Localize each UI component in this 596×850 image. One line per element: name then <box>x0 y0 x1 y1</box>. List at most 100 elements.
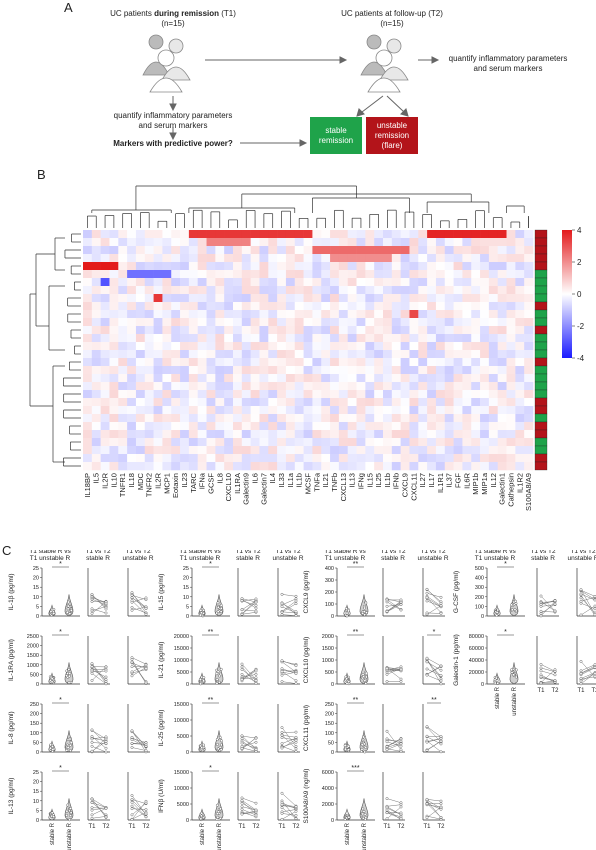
data-point <box>90 816 94 820</box>
data-point <box>104 682 108 686</box>
data-point <box>219 606 223 610</box>
heatmap-cell <box>480 414 490 423</box>
heatmap-cell <box>135 374 146 383</box>
heatmap-cell <box>374 278 384 287</box>
heatmap-cell <box>383 358 393 367</box>
heatmap-cell <box>171 334 181 343</box>
heatmap-cell <box>400 438 410 447</box>
heatmap-cell <box>515 270 525 279</box>
y-tick-label: 0 <box>481 682 484 688</box>
heatmap-cell <box>347 430 357 439</box>
heatmap-cell <box>506 278 516 287</box>
heatmap-cell <box>330 382 340 391</box>
data-point <box>579 588 583 592</box>
heatmap-cell <box>303 326 313 335</box>
y-tick-label: 150 <box>325 721 334 727</box>
heatmap-cell <box>330 262 340 271</box>
heatmap-cell <box>83 382 93 391</box>
data-point <box>399 801 403 805</box>
heatmap-cell <box>330 318 340 327</box>
significance-mark: ** <box>431 697 437 704</box>
heatmap-cell <box>127 318 137 327</box>
data-point <box>65 813 69 817</box>
heatmap-cell <box>471 374 481 383</box>
heatmap-cell <box>356 446 366 455</box>
colorbar-tick-label: -4 <box>577 354 585 363</box>
data-point <box>130 600 134 604</box>
heatmap-cell <box>488 238 499 247</box>
heatmap-cell <box>294 246 304 255</box>
heatmap-cell <box>400 414 410 423</box>
heatmap-cell <box>497 238 507 247</box>
data-point <box>399 603 403 606</box>
heatmap-cell <box>488 262 499 271</box>
y-tick-label: 5 <box>186 604 189 610</box>
heatmap-cell <box>400 310 410 319</box>
heatmap-cell <box>347 270 357 279</box>
heatmap-cell <box>391 294 401 303</box>
heatmap-column-label: IL17 <box>427 473 436 488</box>
heatmap-cell <box>83 262 93 271</box>
heatmap-cell <box>418 318 428 327</box>
significance-mark: *** <box>351 765 359 772</box>
heatmap-cell <box>91 278 101 287</box>
heatmap-cell <box>144 374 154 383</box>
significance-mark: ** <box>353 561 359 568</box>
heatmap-cell <box>347 286 357 295</box>
heatmap-cell <box>241 438 251 447</box>
data-point <box>104 806 108 810</box>
quantify-left: quantify inflammatory parameters and seru… <box>113 111 233 130</box>
data-point <box>399 667 403 671</box>
heatmap-cell <box>127 342 137 351</box>
heatmap-cell <box>418 326 428 335</box>
heatmap-cell <box>330 246 340 255</box>
heatmap-cell <box>365 446 375 455</box>
y-tick-label: 10000 <box>174 658 189 664</box>
heatmap-column-label: IL1RA <box>233 473 242 494</box>
data-point <box>439 807 443 811</box>
heatmap-cell <box>497 422 507 431</box>
heatmap-cell <box>471 230 481 239</box>
data-point <box>294 750 298 753</box>
heatmap-cell <box>268 310 278 319</box>
heatmap-cell <box>418 454 428 463</box>
heatmap-cell <box>435 462 446 471</box>
y-tick-label: 50 <box>328 740 334 746</box>
heatmap-cell <box>444 422 454 431</box>
heatmap-cell <box>206 302 216 311</box>
heatmap-cell <box>400 326 410 335</box>
heatmap-cell <box>153 342 163 351</box>
heatmap-cell <box>259 406 269 415</box>
data-point <box>215 743 219 746</box>
heatmap-cell <box>347 350 357 359</box>
heatmap-cell <box>356 286 366 295</box>
heatmap-cell <box>391 398 401 407</box>
heatmap-cell <box>118 326 128 335</box>
heatmap-cell <box>391 318 401 327</box>
heatmap-column-label: IL23 <box>180 473 189 488</box>
heatmap-cell <box>144 398 154 407</box>
data-point <box>362 735 365 739</box>
heatmap-cell <box>109 366 119 375</box>
data-point <box>67 668 71 671</box>
heatmap-cell <box>471 382 481 391</box>
data-point <box>294 805 298 809</box>
heatmap-cell <box>462 246 472 255</box>
heatmap-cell <box>321 414 331 423</box>
heatmap-cell <box>268 462 278 471</box>
heatmap-cell <box>524 278 534 287</box>
heatmap-column-label: IL2R <box>101 472 110 488</box>
heatmap-cell <box>215 390 225 399</box>
heatmap-cell <box>418 286 428 295</box>
heatmap-cell <box>383 342 393 351</box>
heatmap-cell <box>391 310 401 319</box>
data-point <box>294 602 298 606</box>
heatmap-cell <box>180 350 190 359</box>
heatmap-cell <box>250 302 260 311</box>
heatmap-cell <box>250 230 260 239</box>
heatmap-cell <box>268 390 278 399</box>
data-point <box>90 735 94 738</box>
data-point <box>240 597 244 600</box>
heatmap-cell <box>444 294 454 303</box>
heatmap-cell <box>400 334 410 343</box>
